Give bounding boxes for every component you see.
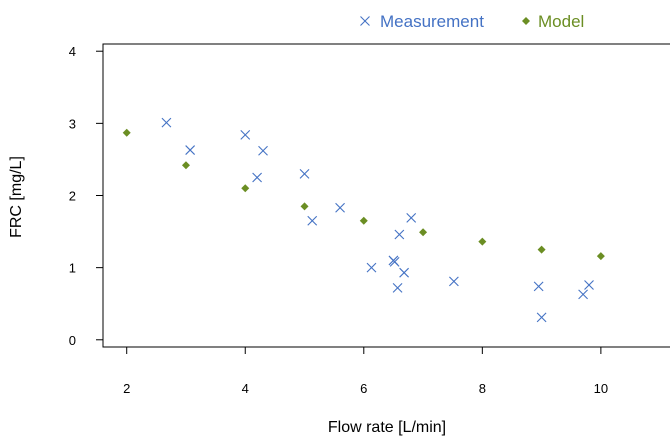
measurement-point [536, 312, 547, 323]
y-axis-title: FRC [mg/L] [8, 156, 25, 238]
y-tick-label: 3 [69, 116, 76, 131]
x-stroke [258, 145, 268, 156]
legend-measurement-x [360, 16, 370, 26]
measurement-point [335, 202, 345, 213]
measurement-point [240, 130, 251, 140]
x-stroke [578, 289, 588, 300]
x-stroke [252, 172, 262, 183]
model-point [181, 161, 190, 170]
x-stroke [161, 117, 172, 128]
measurement-point [533, 281, 544, 292]
x-stroke [536, 312, 547, 323]
y-tick-label: 0 [69, 333, 76, 348]
model-point [537, 245, 546, 254]
x-tick-label: 8 [479, 381, 486, 396]
plot-frame [102, 43, 670, 348]
x-stroke [307, 215, 318, 226]
legend-model-label: Model [538, 12, 584, 31]
measurement-point [252, 172, 262, 183]
measurement-point [399, 267, 409, 278]
x-tick-label: 6 [360, 381, 367, 396]
measurement-point [448, 276, 459, 287]
x-stroke [299, 168, 310, 179]
x-stroke [185, 145, 196, 155]
model-point [359, 216, 368, 225]
measurement-point [392, 282, 403, 293]
measurement-point [299, 168, 310, 179]
x-axis-title: Flow rate [L/min] [328, 419, 446, 436]
model-point [241, 184, 250, 193]
x-stroke [335, 202, 345, 213]
x-stroke [389, 256, 400, 267]
measurement-point [389, 256, 400, 267]
x-tick-label: 10 [594, 381, 608, 396]
measurement-point [394, 229, 405, 240]
axes-group: 2 4 6 8 10 0 1 2 3 4 [69, 43, 670, 396]
x-stroke [533, 281, 544, 292]
legend: Measurement Model [360, 12, 584, 31]
model-point [419, 228, 428, 237]
legend-measurement-marker [360, 16, 370, 26]
measurement-point [161, 117, 172, 128]
y-tick-label: 4 [69, 44, 76, 59]
x-stroke [406, 212, 417, 223]
measurement-point [185, 145, 196, 155]
y-tick-label: 1 [69, 261, 76, 276]
measurement-point [578, 289, 588, 300]
measurement-point [584, 280, 594, 290]
legend-measurement-label: Measurement [380, 12, 484, 31]
model-point [300, 202, 309, 211]
x-stroke [399, 267, 409, 278]
x-tick-label: 4 [242, 381, 249, 396]
points-group [122, 117, 605, 323]
x-tick-label: 2 [123, 381, 130, 396]
model-point [596, 252, 605, 261]
measurement-point [258, 145, 268, 156]
measurement-point [406, 212, 417, 223]
model-point [122, 128, 131, 137]
x-stroke [240, 130, 251, 140]
x-stroke [392, 282, 403, 293]
x-stroke [366, 262, 377, 273]
x-stroke [448, 276, 459, 287]
legend-model-marker [522, 17, 530, 25]
x-stroke [360, 16, 370, 26]
measurement-point [366, 262, 377, 273]
y-tick-label: 2 [69, 189, 76, 204]
x-stroke [584, 280, 594, 290]
legend-model-diamond [522, 17, 530, 25]
measurement-point [307, 215, 318, 226]
x-stroke [394, 229, 405, 240]
model-point [478, 237, 487, 246]
